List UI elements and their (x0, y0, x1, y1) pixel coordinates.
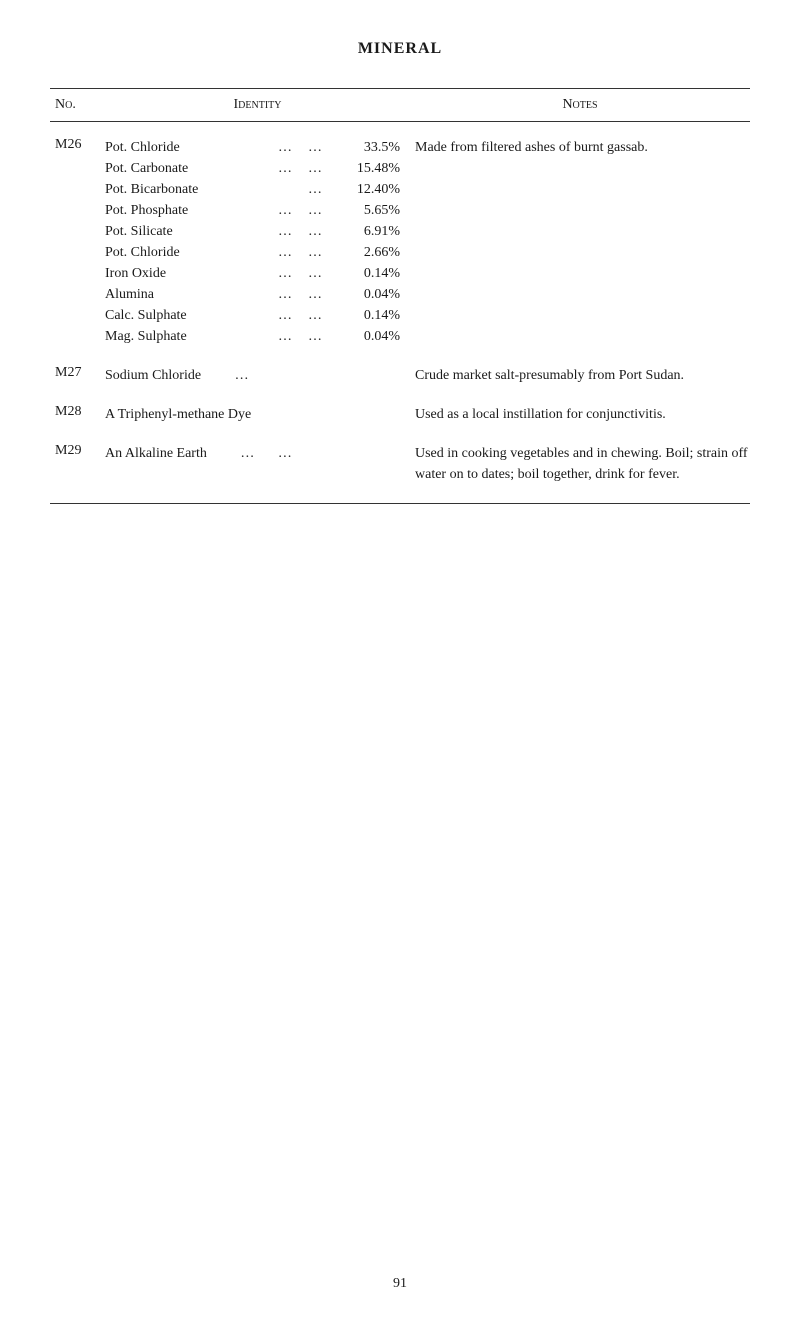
comp-dots: … (300, 221, 330, 242)
comp-label: Calc. Sulphate (105, 305, 270, 326)
table-row: M26 Pot. Chloride … … 33.5% Pot. Carbona… (50, 137, 750, 347)
comp-dots: … (300, 242, 330, 263)
page-number: 91 (0, 1276, 800, 1292)
identity-dots: … (235, 368, 249, 383)
comp-label: Alumina (105, 284, 270, 305)
identity-dots: … (240, 446, 254, 461)
composition-line: Pot. Chloride … … 2.66% (105, 242, 400, 263)
comp-dots: … (300, 179, 330, 200)
comp-label: Pot. Phosphate (105, 200, 270, 221)
table-row: M29 An Alkaline Earth … … Used in cookin… (50, 443, 750, 485)
composition-line: Pot. Bicarbonate … 12.40% (105, 179, 400, 200)
row-identity: Sodium Chloride … (105, 365, 410, 386)
comp-dots: … (300, 137, 330, 158)
comp-dots: … (300, 326, 330, 347)
comp-dots: … (300, 284, 330, 305)
row-no: M26 (50, 137, 105, 347)
comp-label: Pot. Silicate (105, 221, 270, 242)
row-no: M29 (50, 443, 105, 485)
comp-dots: … (270, 200, 300, 221)
comp-label: Pot. Chloride (105, 242, 270, 263)
comp-dots: … (270, 221, 300, 242)
row-notes: Crude market salt-presumably from Port S… (410, 365, 750, 386)
comp-value: 15.48% (330, 158, 400, 179)
comp-dots: … (270, 284, 300, 305)
header-no: No. (50, 97, 105, 113)
comp-value: 0.04% (330, 326, 400, 347)
composition-line: Pot. Chloride … … 33.5% (105, 137, 400, 158)
comp-value: 33.5% (330, 137, 400, 158)
row-identity: A Triphenyl-methane Dye (105, 404, 410, 425)
comp-dots: … (300, 158, 330, 179)
comp-label: Mag. Sulphate (105, 326, 270, 347)
comp-dots: … (270, 326, 300, 347)
row-no: M27 (50, 365, 105, 386)
comp-value: 6.91% (330, 221, 400, 242)
row-notes: Used in cooking vegetables and in chewin… (410, 443, 750, 485)
comp-label: Pot. Carbonate (105, 158, 270, 179)
comp-dots: … (270, 137, 300, 158)
comp-dots: … (270, 242, 300, 263)
identity-text: A Triphenyl-methane Dye (105, 407, 251, 422)
comp-value: 12.40% (330, 179, 400, 200)
comp-value: 0.14% (330, 305, 400, 326)
comp-dots: … (270, 263, 300, 284)
comp-label: Pot. Bicarbonate (105, 179, 284, 200)
comp-value: 0.04% (330, 284, 400, 305)
row-identity: An Alkaline Earth … … (105, 443, 410, 485)
mineral-table: No. Identity Notes M26 Pot. Chloride … …… (50, 88, 750, 504)
composition-line: Mag. Sulphate … … 0.04% (105, 326, 400, 347)
comp-dots: … (300, 263, 330, 284)
row-identity: Pot. Chloride … … 33.5% Pot. Carbonate …… (105, 137, 410, 347)
composition-line: Pot. Carbonate … … 15.48% (105, 158, 400, 179)
comp-dots: … (270, 305, 300, 326)
table-header-row: No. Identity Notes (50, 88, 750, 122)
comp-value: 2.66% (330, 242, 400, 263)
composition-line: Pot. Phosphate … … 5.65% (105, 200, 400, 221)
header-identity: Identity (105, 97, 410, 113)
identity-text: An Alkaline Earth (105, 446, 207, 461)
row-notes: Used as a local instillation for conjunc… (410, 404, 750, 425)
identity-dots: … (278, 446, 292, 461)
page-title: MINERAL (50, 40, 750, 58)
table-row: M28 A Triphenyl-methane Dye Used as a lo… (50, 404, 750, 425)
row-no: M28 (50, 404, 105, 425)
comp-dots (284, 179, 300, 200)
table-bottom-border (50, 503, 750, 504)
composition-line: Pot. Silicate … … 6.91% (105, 221, 400, 242)
row-notes: Made from filtered ashes of burnt gassab… (410, 137, 750, 347)
comp-dots: … (300, 200, 330, 221)
comp-value: 5.65% (330, 200, 400, 221)
comp-dots: … (300, 305, 330, 326)
comp-dots: … (270, 158, 300, 179)
comp-label: Iron Oxide (105, 263, 270, 284)
header-notes: Notes (410, 97, 750, 113)
composition-line: Alumina … … 0.04% (105, 284, 400, 305)
comp-label: Pot. Chloride (105, 137, 270, 158)
identity-text: Sodium Chloride (105, 368, 201, 383)
comp-value: 0.14% (330, 263, 400, 284)
table-row: M27 Sodium Chloride … Crude market salt-… (50, 365, 750, 386)
composition-line: Iron Oxide … … 0.14% (105, 263, 400, 284)
composition-line: Calc. Sulphate … … 0.14% (105, 305, 400, 326)
